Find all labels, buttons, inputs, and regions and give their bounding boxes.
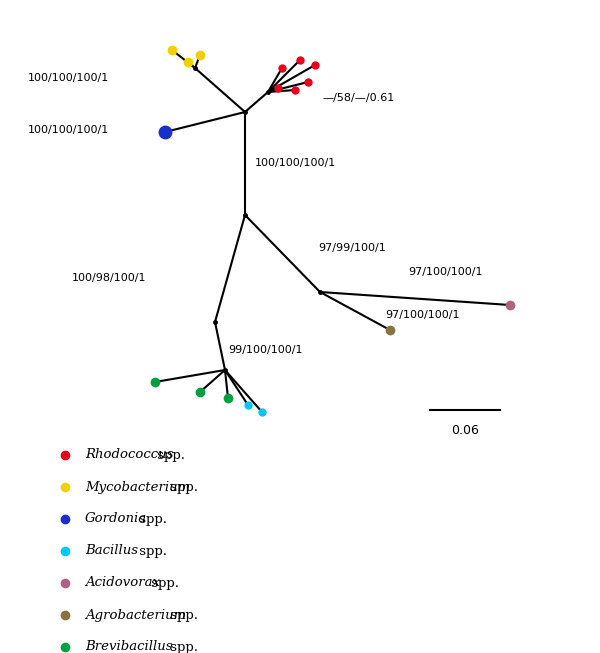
- Text: spp.: spp.: [134, 513, 167, 526]
- Text: Bacillus: Bacillus: [85, 545, 138, 558]
- Text: 97/99/100/1: 97/99/100/1: [318, 243, 386, 253]
- Text: 100/100/100/1: 100/100/100/1: [28, 73, 109, 83]
- Text: Acidovorax: Acidovorax: [85, 577, 160, 590]
- Text: —/58/—/0.61: —/58/—/0.61: [322, 93, 394, 103]
- Text: 0.06: 0.06: [451, 424, 479, 437]
- Text: spp.: spp.: [147, 577, 179, 590]
- Text: Agrobacterium: Agrobacterium: [85, 609, 186, 622]
- Text: 97/100/100/1: 97/100/100/1: [408, 267, 482, 277]
- Text: Rhodococcus: Rhodococcus: [85, 449, 173, 462]
- Text: spp.: spp.: [166, 481, 197, 494]
- Text: 100/100/100/1: 100/100/100/1: [28, 125, 109, 135]
- Text: Gordonia: Gordonia: [85, 513, 147, 526]
- Text: Mycobacterium: Mycobacterium: [85, 481, 190, 494]
- Text: spp.: spp.: [166, 641, 197, 653]
- Text: Brevibacillus: Brevibacillus: [85, 641, 173, 653]
- Text: spp.: spp.: [153, 449, 185, 462]
- Text: 99/100/100/1: 99/100/100/1: [228, 345, 302, 355]
- Text: spp.: spp.: [134, 545, 167, 558]
- Text: 100/100/100/1: 100/100/100/1: [255, 158, 336, 168]
- Text: 97/100/100/1: 97/100/100/1: [385, 310, 460, 320]
- Text: 100/98/100/1: 100/98/100/1: [72, 273, 146, 283]
- Text: spp.: spp.: [166, 609, 197, 622]
